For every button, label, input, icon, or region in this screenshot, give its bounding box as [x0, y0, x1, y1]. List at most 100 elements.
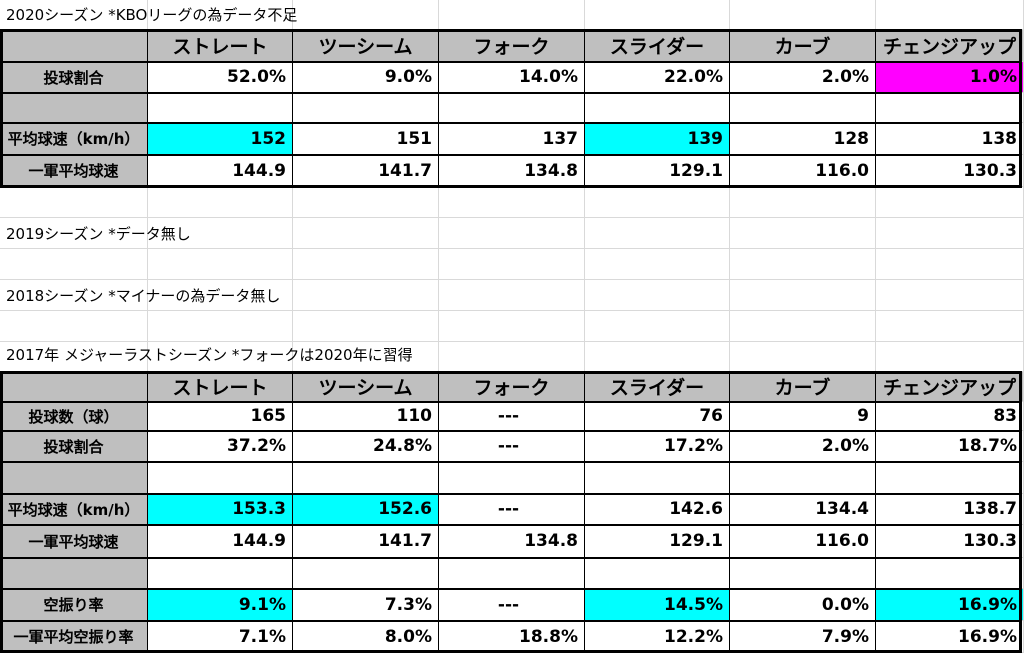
data-cell[interactable]: 7.1% — [148, 621, 293, 653]
cell[interactable] — [876, 249, 1024, 280]
data-cell[interactable]: --- — [439, 431, 585, 462]
data-cell[interactable] — [876, 93, 1024, 123]
data-cell[interactable]: 144.9 — [148, 525, 293, 558]
data-cell[interactable]: 18.8% — [439, 621, 585, 653]
data-cell[interactable]: 17.2% — [585, 431, 730, 462]
data-cell[interactable]: 14.0% — [439, 62, 585, 93]
cell[interactable] — [293, 249, 439, 280]
data-cell-highlighted[interactable]: 153.3 — [148, 494, 293, 525]
data-cell[interactable] — [585, 93, 730, 123]
data-cell[interactable]: 138 — [876, 123, 1024, 155]
cell[interactable] — [585, 280, 730, 311]
cell[interactable] — [876, 0, 1024, 30]
cell[interactable] — [148, 218, 293, 249]
cell[interactable] — [876, 311, 1024, 342]
data-cell[interactable]: 2.0% — [730, 62, 876, 93]
header-cell[interactable]: ストレート — [148, 372, 293, 402]
header-cell[interactable]: カーブ — [730, 30, 876, 62]
cell[interactable] — [585, 342, 730, 372]
cell[interactable] — [293, 311, 439, 342]
cell[interactable] — [730, 249, 876, 280]
row-label[interactable]: 平均球速（km/h） — [0, 123, 148, 155]
data-cell[interactable] — [293, 558, 439, 589]
data-cell-highlighted[interactable]: 152.6 — [293, 494, 439, 525]
data-cell[interactable]: 128 — [730, 123, 876, 155]
row-label[interactable]: 一軍平均球速 — [0, 155, 148, 187]
data-cell[interactable] — [148, 558, 293, 589]
data-cell[interactable]: 151 — [293, 123, 439, 155]
cell[interactable] — [730, 187, 876, 218]
data-cell[interactable]: 130.3 — [876, 155, 1024, 187]
header-cell[interactable]: チェンジアップ — [876, 372, 1024, 402]
header-cell[interactable]: カーブ — [730, 372, 876, 402]
cell[interactable] — [439, 342, 585, 372]
data-cell[interactable] — [293, 462, 439, 494]
data-cell[interactable]: 134.8 — [439, 155, 585, 187]
data-cell[interactable] — [439, 93, 585, 123]
data-cell[interactable]: 134.8 — [439, 525, 585, 558]
header-cell[interactable]: フォーク — [439, 30, 585, 62]
data-cell[interactable] — [439, 558, 585, 589]
cell[interactable] — [585, 187, 730, 218]
data-cell[interactable]: 18.7% — [876, 431, 1024, 462]
data-cell[interactable]: 24.8% — [293, 431, 439, 462]
data-cell[interactable]: 8.0% — [293, 621, 439, 653]
data-cell-highlighted[interactable]: 152 — [148, 123, 293, 155]
header-cell[interactable]: チェンジアップ — [876, 30, 1024, 62]
row-label[interactable] — [0, 462, 148, 494]
data-cell[interactable] — [585, 462, 730, 494]
cell[interactable] — [585, 218, 730, 249]
data-cell[interactable] — [439, 462, 585, 494]
data-cell[interactable]: 16.9% — [876, 621, 1024, 653]
cell[interactable] — [0, 280, 148, 311]
cell[interactable] — [730, 342, 876, 372]
row-label[interactable]: 平均球速（km/h） — [0, 494, 148, 525]
data-cell[interactable]: 0.0% — [730, 589, 876, 621]
header-corner-cell[interactable] — [0, 372, 148, 402]
header-cell[interactable]: ツーシーム — [293, 372, 439, 402]
cell[interactable] — [439, 218, 585, 249]
row-label[interactable]: 投球数（球） — [0, 402, 148, 431]
cell[interactable] — [730, 0, 876, 30]
header-cell[interactable]: スライダー — [585, 30, 730, 62]
cell[interactable] — [293, 280, 439, 311]
data-cell[interactable]: 137 — [439, 123, 585, 155]
cell[interactable] — [0, 311, 148, 342]
data-cell[interactable] — [148, 462, 293, 494]
header-cell[interactable]: ストレート — [148, 30, 293, 62]
data-cell-highlighted[interactable]: 9.1% — [148, 589, 293, 621]
data-cell[interactable]: --- — [439, 494, 585, 525]
data-cell[interactable]: 138.7 — [876, 494, 1024, 525]
cell[interactable] — [0, 249, 148, 280]
row-label[interactable]: 投球割合 — [0, 62, 148, 93]
data-cell[interactable]: --- — [439, 402, 585, 431]
cell[interactable] — [148, 311, 293, 342]
data-cell[interactable]: 165 — [148, 402, 293, 431]
data-cell-highlighted[interactable]: 16.9% — [876, 589, 1024, 621]
cell[interactable] — [730, 280, 876, 311]
row-label[interactable]: 投球割合 — [0, 431, 148, 462]
cell[interactable] — [585, 311, 730, 342]
row-label[interactable] — [0, 558, 148, 589]
data-cell[interactable]: 134.4 — [730, 494, 876, 525]
header-cell[interactable]: フォーク — [439, 372, 585, 402]
data-cell[interactable]: 129.1 — [585, 525, 730, 558]
cell[interactable] — [0, 218, 148, 249]
cell[interactable] — [293, 187, 439, 218]
data-cell[interactable]: 116.0 — [730, 525, 876, 558]
data-cell[interactable]: 142.6 — [585, 494, 730, 525]
data-cell[interactable] — [585, 558, 730, 589]
row-label[interactable]: 一軍平均球速 — [0, 525, 148, 558]
cell[interactable] — [585, 249, 730, 280]
data-cell[interactable]: 141.7 — [293, 155, 439, 187]
data-cell[interactable]: 130.3 — [876, 525, 1024, 558]
data-cell[interactable]: 7.9% — [730, 621, 876, 653]
data-cell[interactable]: 52.0% — [148, 62, 293, 93]
cell[interactable] — [293, 218, 439, 249]
cell[interactable] — [585, 0, 730, 30]
data-cell[interactable]: 2.0% — [730, 431, 876, 462]
cell[interactable] — [730, 311, 876, 342]
cell[interactable] — [439, 0, 585, 30]
data-cell[interactable]: 9 — [730, 402, 876, 431]
header-corner-cell[interactable] — [0, 30, 148, 62]
